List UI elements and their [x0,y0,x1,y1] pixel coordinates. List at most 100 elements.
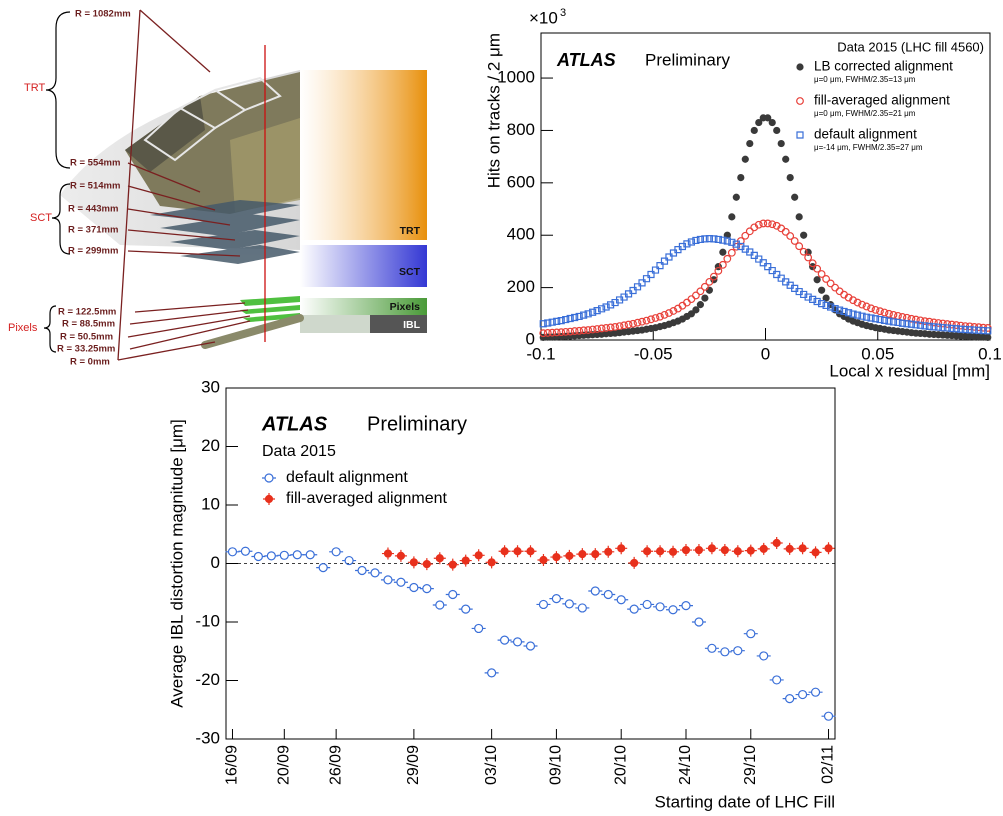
data-point [731,545,744,558]
radius-label: R = 443mm [68,204,118,215]
data-point [862,313,871,321]
data-point [880,308,889,317]
y-tick-label: 600 [507,172,535,191]
data-point [368,568,383,578]
y-multiplier: ×10 [529,8,558,27]
data-point [316,563,331,573]
data-point [867,304,875,313]
legend-label: default alignment [286,469,408,486]
data-point [746,248,754,256]
data-point [880,316,889,324]
data-point [889,311,898,319]
y-tick-label: -10 [195,611,220,630]
data-point [615,542,628,555]
data-point [709,272,718,281]
detector-diagram: R = 1082mm R = 554mm R = 514mm R = 443mm… [8,9,427,368]
radius-label: R = 371mm [68,225,118,236]
data-point [800,231,808,239]
data-point [763,219,772,228]
data-point [853,311,862,319]
data-point [705,542,718,555]
data-point [984,327,992,335]
atlas-label: ATLAS [261,413,328,435]
data-point [727,248,736,257]
data-point [844,309,853,317]
y-tick-label: -30 [195,728,220,747]
data-point [714,267,723,275]
data-point [277,550,292,560]
data-point [786,232,795,240]
band-label: SCT [399,266,421,278]
data-point [552,328,561,337]
data-point [602,303,610,311]
data-point [777,274,785,282]
y-tick-label: 0 [526,329,535,348]
data-point [692,291,700,300]
data-point [783,542,796,555]
data-point [593,307,601,315]
data-point [225,547,240,557]
data-point [691,617,706,627]
data-point [795,689,810,700]
data-point [303,550,318,560]
data-point [791,284,799,292]
data-point [744,544,757,557]
x-tick-label: -0.1 [526,344,555,363]
data-point [589,548,602,561]
data-point [808,687,823,697]
data-point [537,553,550,566]
data-point [570,327,579,335]
radius-label: R = 0mm [70,357,110,368]
x-axis-label: Local x residual [mm] [829,361,990,380]
data-point [446,558,459,571]
y-tick-label: 800 [507,120,535,139]
data-point [597,324,606,333]
data-point [523,641,538,651]
data-point [651,314,660,322]
data-point [381,547,394,560]
data-point [730,646,745,656]
data-point [654,545,667,558]
legend-label: default alignment [814,127,917,142]
x-axis-label: Starting date of LHC Fill [655,792,835,811]
legend-marker [796,97,804,105]
x-tick-label: 26/09 [327,745,344,785]
data-point [629,319,637,328]
data-point [445,589,460,600]
data-point [737,242,745,251]
radius-label: R = 88.5mm [62,319,115,330]
data-point [458,604,473,614]
data-point [433,552,446,565]
dataset-label: Data 2015 (LHC fill 4560) [837,39,984,54]
data-point [633,318,642,327]
data-point [800,290,808,299]
data-point [781,227,790,236]
data-point [620,321,628,330]
data-point [821,711,836,721]
y-tick-label: 20 [201,436,220,455]
data-point [588,586,603,596]
data-point [755,255,763,263]
data-point [718,261,727,269]
data-point [614,595,629,605]
data-point [687,295,696,303]
data-point [575,603,590,613]
radius-label: R = 50.5mm [60,332,113,343]
data-point [669,307,678,315]
legend-marker [796,63,804,71]
y-tick-label: 200 [507,277,535,296]
legend-label: fill-averaged alignment [286,490,448,507]
legend-note: μ=0 μm, FWHM/2.35=13 μm [814,75,916,84]
data-point [746,140,754,148]
trt-frame [143,76,282,162]
data-point [757,542,770,555]
x-tick-label: 16/09 [224,745,241,785]
data-point [647,315,655,324]
data-point [755,119,763,127]
data-point [756,651,771,661]
data-point [393,577,408,587]
x-tick-label: 02/11 [820,745,837,784]
data-point [831,304,839,313]
pixel-layers [240,296,300,322]
